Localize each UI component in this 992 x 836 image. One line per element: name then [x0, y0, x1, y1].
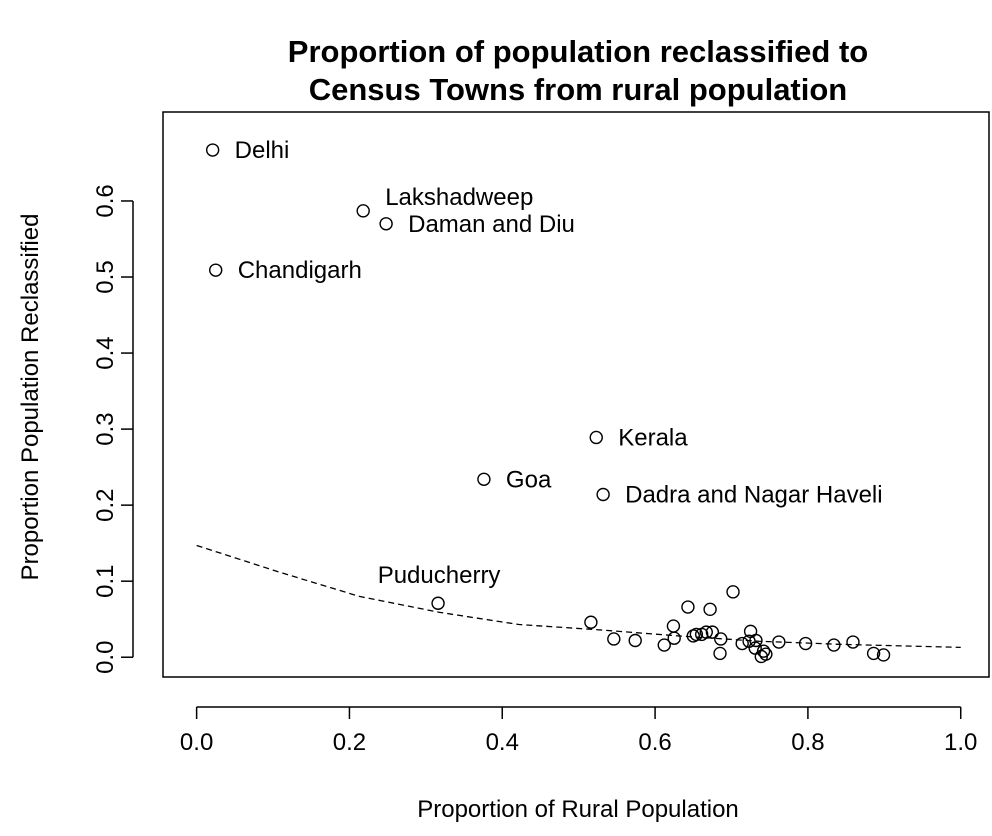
- point: [584, 615, 598, 629]
- trend-line: [196, 544, 961, 648]
- y-tick-label: 0.2: [92, 488, 119, 521]
- point: [694, 627, 709, 642]
- point: [866, 646, 881, 661]
- point: [714, 632, 728, 646]
- y-axis-label: Proportion Population Reclassified: [17, 214, 44, 581]
- point: [705, 625, 720, 639]
- point: [772, 635, 786, 649]
- x-tick-label: 0.8: [791, 729, 824, 756]
- chart-title: Proportion of population reclassified to: [288, 34, 868, 69]
- point-label: Goa: [506, 466, 552, 493]
- x-tick-label: 0.4: [486, 729, 519, 756]
- x-tick-label: 0.0: [180, 729, 213, 756]
- point: [846, 635, 860, 649]
- plot-frame: [162, 111, 990, 678]
- x-tick-label: 0.6: [638, 729, 671, 756]
- point: [749, 633, 763, 648]
- point: [628, 633, 642, 648]
- point: [477, 472, 491, 486]
- point: [431, 596, 445, 610]
- point-label: Chandigarh: [238, 257, 362, 284]
- point: [379, 217, 393, 231]
- point: [756, 644, 771, 658]
- point: [703, 602, 717, 617]
- point-label: Daman and Diu: [408, 211, 575, 238]
- x-tick-label: 1.0: [944, 729, 977, 756]
- point: [209, 263, 223, 277]
- point: [827, 638, 841, 652]
- y-tick-label: 0.4: [92, 336, 119, 369]
- point: [876, 648, 891, 662]
- point: [607, 632, 621, 646]
- y-tick-label: 0.6: [92, 184, 119, 217]
- chart-title: Census Towns from rural population: [309, 72, 848, 107]
- point: [735, 636, 749, 651]
- y-tick-label: 0.3: [92, 412, 119, 445]
- y-tick-label: 0.5: [92, 260, 119, 293]
- point: [681, 600, 695, 614]
- x-tick-label: 0.2: [333, 729, 366, 756]
- point: [689, 627, 704, 642]
- point-label: Delhi: [235, 137, 290, 164]
- point: [589, 430, 603, 445]
- point-label: Kerala: [618, 424, 688, 451]
- point-label: Puducherry: [378, 562, 501, 589]
- point: [798, 636, 813, 651]
- point-label: Lakshadweep: [385, 184, 533, 211]
- point: [759, 647, 773, 661]
- point: [726, 585, 740, 599]
- point-label: Dadra and Nagar Haveli: [625, 481, 882, 508]
- point: [666, 619, 681, 633]
- point: [667, 631, 681, 645]
- point: [713, 646, 727, 661]
- y-tick-label: 0.0: [92, 641, 119, 674]
- y-tick-label: 0.1: [92, 564, 119, 597]
- point: [596, 487, 610, 502]
- point: [657, 638, 671, 652]
- point: [356, 204, 370, 218]
- x-axis-label: Proportion of Rural Population: [417, 796, 739, 823]
- point: [205, 143, 220, 157]
